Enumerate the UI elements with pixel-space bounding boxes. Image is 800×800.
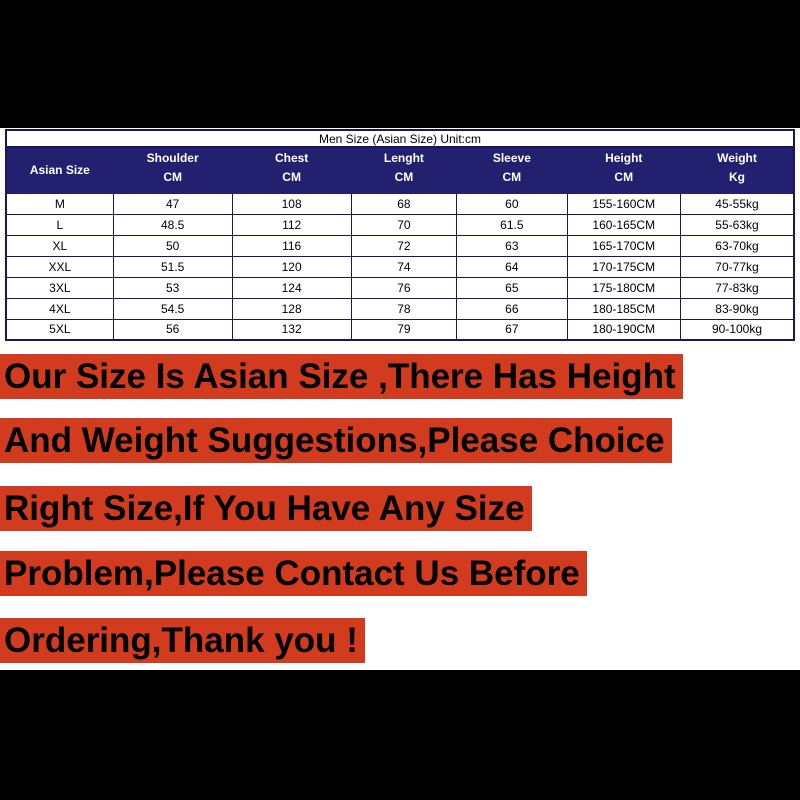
- table-row-xl: XL 50 116 72 63 165-170CM 63-70kg: [5, 234, 795, 257]
- column-header-chest: Chest: [231, 146, 352, 170]
- weight-cell: 90-100kg: [679, 318, 795, 341]
- length-cell: 78: [350, 297, 458, 320]
- table-row-4xl: 4XL 54.5 128 78 66 180-185CM 83-90kg: [5, 297, 795, 320]
- size-notice: Our Size Is Asian Size ,There Has Height…: [0, 354, 683, 663]
- length-cell: 68: [350, 192, 458, 215]
- notice-line-3: Right Size,If You Have Any Size: [0, 486, 532, 531]
- column-header-weight: Weight: [679, 146, 795, 170]
- size-cell: 3XL: [5, 276, 114, 299]
- table-title: Men Size (Asian Size) Unit:cm: [6, 130, 794, 148]
- chest-cell: 128: [231, 297, 352, 320]
- height-cell: 160-165CM: [566, 213, 681, 236]
- chest-cell: 112: [231, 213, 352, 236]
- unit-height: CM: [566, 168, 681, 194]
- table-row-xxl: XXL 51.5 120 74 64 170-175CM 70-77kg: [5, 255, 795, 278]
- column-header-shoulder: Shoulder: [112, 146, 233, 170]
- weight-cell: 77-83kg: [679, 276, 795, 299]
- height-cell: 170-175CM: [566, 255, 681, 278]
- sleeve-cell: 61.5: [456, 213, 568, 236]
- sleeve-cell: 64: [456, 255, 568, 278]
- height-cell: 155-160CM: [566, 192, 681, 215]
- size-cell: L: [5, 213, 114, 236]
- chest-cell: 116: [231, 234, 352, 257]
- unit-shoulder: CM: [112, 168, 233, 194]
- top-black-bar: [0, 0, 800, 128]
- unit-weight: Kg: [679, 168, 795, 194]
- height-cell: 165-170CM: [566, 234, 681, 257]
- shoulder-cell: 48.5: [112, 213, 233, 236]
- weight-cell: 55-63kg: [679, 213, 795, 236]
- sleeve-cell: 67: [456, 318, 568, 341]
- chest-cell: 108: [231, 192, 352, 215]
- bottom-black-bar: [0, 670, 800, 800]
- column-header-length: Lenght: [350, 146, 458, 170]
- header-unit-row: CM CM CM CM CM Kg: [6, 168, 795, 194]
- shoulder-cell: 54.5: [112, 297, 233, 320]
- table-row-3xl: 3XL 53 124 76 65 175-180CM 77-83kg: [5, 276, 795, 299]
- weight-cell: 83-90kg: [679, 297, 795, 320]
- shoulder-cell: 50: [112, 234, 233, 257]
- column-header-sleeve: Sleeve: [456, 146, 568, 170]
- sleeve-cell: 60: [456, 192, 568, 215]
- unit-length: CM: [350, 168, 458, 194]
- chest-cell: 124: [231, 276, 352, 299]
- notice-line-4: Problem,Please Contact Us Before: [0, 551, 587, 596]
- sleeve-cell: 66: [456, 297, 568, 320]
- column-header-asian-size: Asian Size: [5, 146, 114, 194]
- height-cell: 175-180CM: [566, 276, 681, 299]
- notice-line-2: And Weight Suggestions,Please Choice: [0, 418, 672, 463]
- unit-chest: CM: [231, 168, 352, 194]
- column-header-height: Height: [566, 146, 681, 170]
- notice-line-5: Ordering,Thank you !: [0, 618, 365, 663]
- shoulder-cell: 56: [112, 318, 233, 341]
- length-cell: 74: [350, 255, 458, 278]
- table-title-row: Men Size (Asian Size) Unit:cm: [6, 130, 794, 148]
- length-cell: 70: [350, 213, 458, 236]
- table-row-5xl: 5XL 56 132 79 67 180-190CM 90-100kg: [5, 318, 795, 341]
- size-chart-table: Men Size (Asian Size) Unit:cm Asian Size…: [5, 129, 795, 341]
- chest-cell: 120: [231, 255, 352, 278]
- shoulder-cell: 51.5: [112, 255, 233, 278]
- weight-cell: 63-70kg: [679, 234, 795, 257]
- sleeve-cell: 63: [456, 234, 568, 257]
- chest-cell: 132: [231, 318, 352, 341]
- height-cell: 180-190CM: [566, 318, 681, 341]
- weight-cell: 70-77kg: [679, 255, 795, 278]
- notice-line-1: Our Size Is Asian Size ,There Has Height: [0, 354, 683, 399]
- table-row-l: L 48.5 112 70 61.5 160-165CM 55-63kg: [5, 213, 795, 236]
- size-cell: 5XL: [5, 318, 114, 341]
- length-cell: 72: [350, 234, 458, 257]
- sleeve-cell: 65: [456, 276, 568, 299]
- height-cell: 180-185CM: [566, 297, 681, 320]
- size-cell: XL: [5, 234, 114, 257]
- size-cell: 4XL: [5, 297, 114, 320]
- weight-cell: 45-55kg: [679, 192, 795, 215]
- size-cell: M: [5, 192, 114, 215]
- length-cell: 76: [350, 276, 458, 299]
- length-cell: 79: [350, 318, 458, 341]
- shoulder-cell: 53: [112, 276, 233, 299]
- unit-sleeve: CM: [456, 168, 568, 194]
- header-label-row: Asian Size Shoulder Chest Lenght Sleeve …: [5, 146, 795, 194]
- shoulder-cell: 47: [112, 192, 233, 215]
- size-cell: XXL: [5, 255, 114, 278]
- table-row-m: M 47 108 68 60 155-160CM 45-55kg: [5, 192, 795, 215]
